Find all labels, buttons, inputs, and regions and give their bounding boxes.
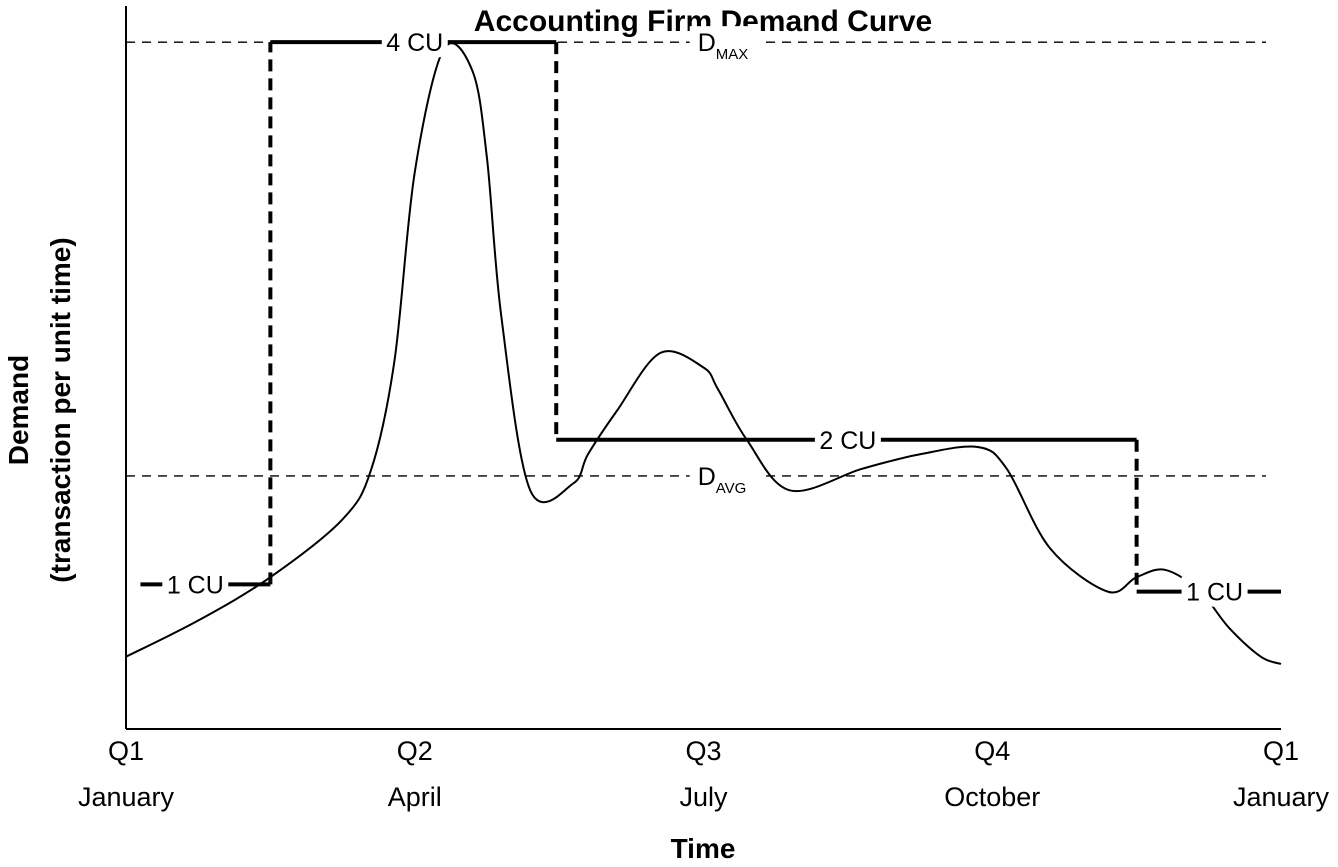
x-tick-month-3: July [679, 782, 728, 812]
y-axis-title-line-2: (transaction per unit time) [45, 237, 76, 582]
x-tick-quarter-3: Q3 [685, 736, 721, 766]
x-tick-month-1: January [78, 782, 175, 812]
x-tick-quarter-2: Q2 [397, 736, 433, 766]
capacity-label-3: 2 CU [819, 427, 876, 455]
x-axis-title: Time [671, 833, 736, 864]
demand-curve-group: 1 CU 4 CU 2 CU 1 CU [125, 27, 1282, 665]
x-tick-quarter-5: Q1 [1263, 736, 1299, 766]
capacity-label-background [381, 27, 448, 58]
capacity-label-4: 1 CU [1186, 579, 1243, 607]
capacity-label-1: 1 CU [167, 571, 224, 599]
x-tick-labels: Q1 January Q2 April Q3 July Q4 October Q1 January [78, 736, 1330, 812]
reference-label-background [689, 26, 760, 61]
x-tick-month-5: January [1233, 782, 1330, 812]
x-tick-month-4: October [944, 782, 1040, 812]
y-axis-title-line-1: Demand [3, 355, 34, 465]
demand-curve [125, 42, 1282, 665]
capacity-label-background [162, 569, 229, 600]
capacity-label-background [1181, 576, 1248, 607]
capacity-label-2: 4 CU [386, 29, 443, 57]
capacity-steps [140, 40, 1281, 594]
reference-label-background [689, 459, 760, 494]
x-tick-quarter-4: Q4 [974, 736, 1010, 766]
x-tick-month-2: April [388, 782, 442, 812]
x-tick-quarter-1: Q1 [108, 736, 144, 766]
capacity-label-background [814, 424, 881, 455]
